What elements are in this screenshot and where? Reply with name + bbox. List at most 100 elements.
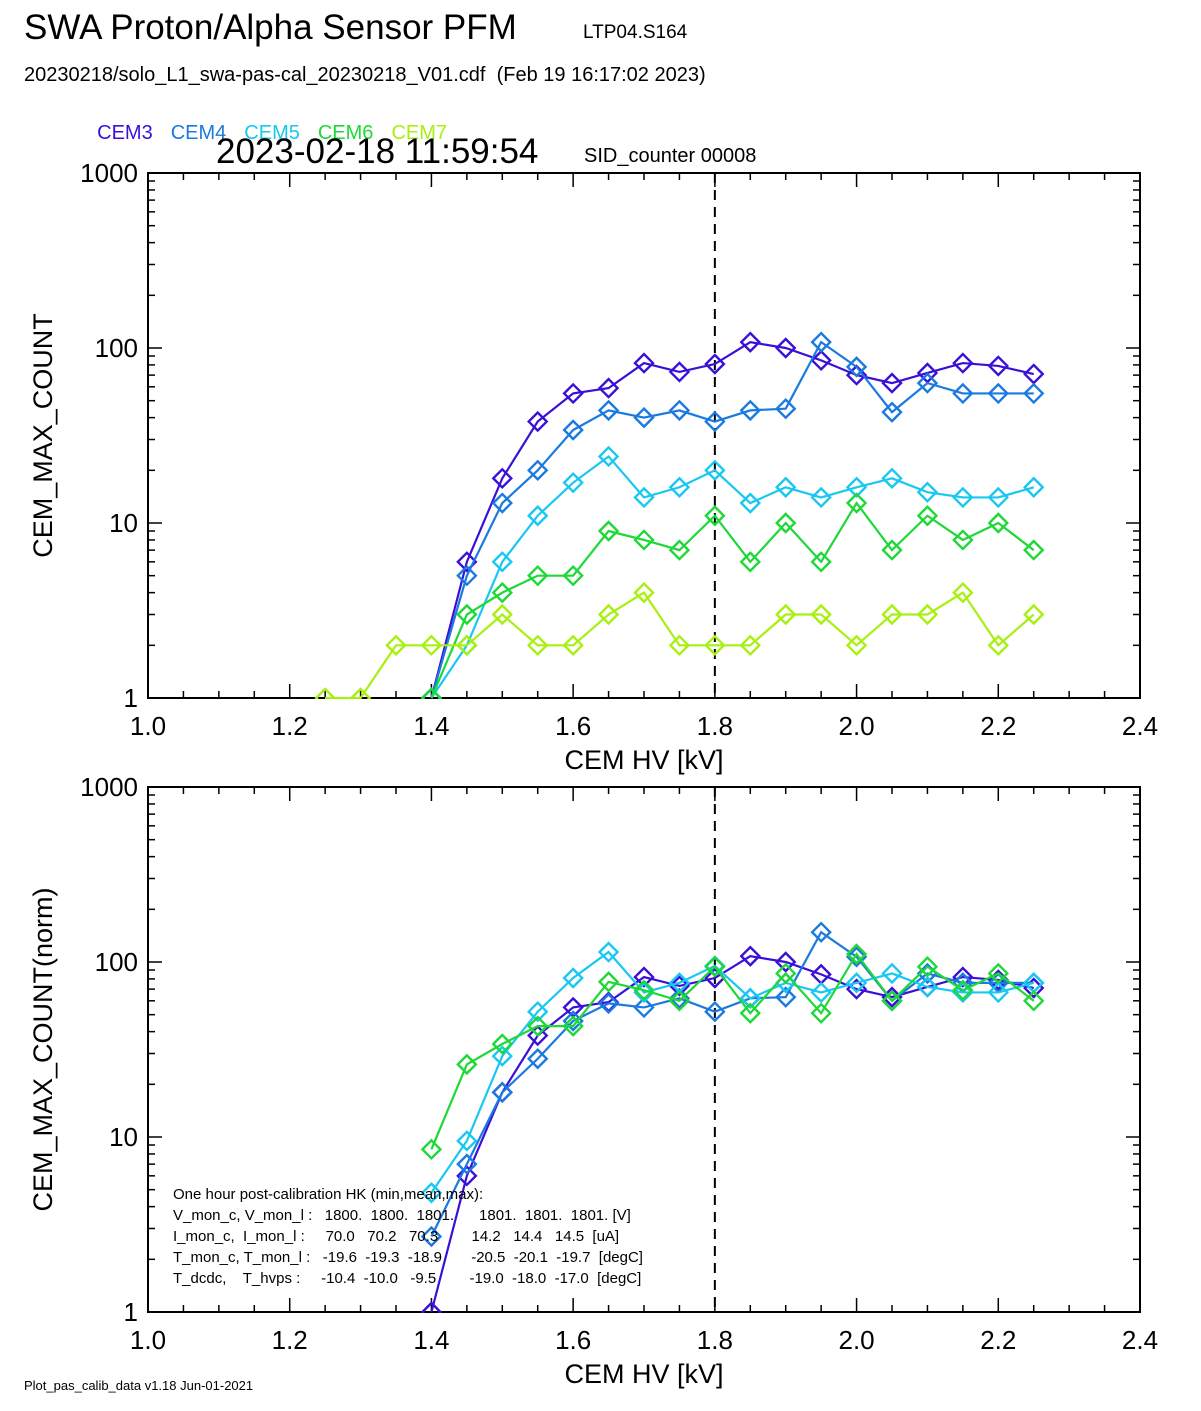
data-point-cem6 bbox=[704, 956, 726, 978]
y-tick-label: 1 bbox=[124, 683, 138, 713]
data-point-cem4 bbox=[704, 410, 726, 433]
series-line-cem6 bbox=[430, 501, 1035, 699]
hk-line: T_mon_c, T_mon_l : -19.6 -19.3 -18.9 -20… bbox=[173, 1249, 643, 1266]
data-point-cem6 bbox=[668, 990, 691, 1012]
data-point-cem3 bbox=[456, 1165, 478, 1187]
data-point-cem6 bbox=[845, 492, 868, 514]
legend-entry-cem6: CEM6 bbox=[317, 122, 374, 144]
data-point-cem6 bbox=[952, 529, 974, 551]
data-point-cem5 bbox=[456, 1130, 478, 1152]
data-point-cem6 bbox=[952, 979, 974, 1001]
data-point-cem6 bbox=[562, 564, 584, 587]
data-point-cem6 bbox=[739, 1002, 761, 1024]
data-point-cem6 bbox=[881, 539, 903, 561]
data-point-cem6 bbox=[916, 505, 939, 527]
data-point-cem6 bbox=[881, 990, 903, 1012]
data-point-cem5 bbox=[916, 976, 939, 998]
plot-frame bbox=[147, 172, 1141, 699]
data-point-cem5 bbox=[810, 486, 832, 509]
data-point-cem6 bbox=[987, 512, 1009, 534]
data-point-cem5 bbox=[597, 445, 620, 468]
x-axis-label: CEM HV [kV] bbox=[564, 745, 723, 775]
data-point-cem3 bbox=[456, 551, 478, 573]
data-point-cem6 bbox=[456, 1053, 478, 1076]
data-point-cem5 bbox=[739, 492, 761, 514]
sid-counter: SID_counter 00008 bbox=[584, 145, 757, 167]
data-point-cem3 bbox=[775, 951, 797, 973]
data-point-cem3 bbox=[633, 352, 655, 374]
data-point-cem7 bbox=[597, 603, 620, 626]
data-point-cem5 bbox=[597, 941, 620, 963]
data-point-cem5 bbox=[775, 476, 797, 498]
data-point-cem7 bbox=[810, 603, 832, 626]
data-point-cem3 bbox=[952, 966, 974, 988]
data-point-cem7 bbox=[633, 581, 655, 604]
data-point-cem6 bbox=[739, 551, 761, 573]
y-tick-label: 100 bbox=[95, 333, 138, 363]
x-tick-label: 1.0 bbox=[130, 711, 166, 741]
data-point-cem5 bbox=[420, 1182, 443, 1204]
data-point-cem4 bbox=[456, 1153, 478, 1175]
data-point-cem4 bbox=[633, 996, 655, 1019]
data-point-cem3 bbox=[739, 331, 761, 353]
y-tick-label: 10 bbox=[109, 508, 138, 538]
legend-entry-cem3: CEM3 bbox=[97, 122, 153, 144]
data-point-cem5 bbox=[845, 972, 868, 994]
data-point-cem5 bbox=[562, 967, 584, 989]
data-point-cem6 bbox=[456, 603, 478, 626]
data-point-cem6 bbox=[916, 956, 939, 978]
data-point-cem4 bbox=[810, 921, 832, 943]
data-point-cem7 bbox=[668, 634, 691, 657]
data-point-cem3 bbox=[491, 467, 513, 490]
data-point-cem3 bbox=[633, 966, 655, 988]
data-point-cem6 bbox=[420, 687, 443, 699]
hk-line: One hour post-calibration HK (min,mean,m… bbox=[173, 1186, 483, 1203]
data-point-cem4 bbox=[881, 401, 903, 423]
data-point-cem6 bbox=[810, 551, 832, 573]
data-point-cem7 bbox=[420, 634, 443, 657]
data-point-cem5 bbox=[527, 505, 549, 527]
data-point-cem4 bbox=[810, 331, 832, 353]
x-tick-label: 2.2 bbox=[980, 1325, 1016, 1355]
data-point-cem4 bbox=[775, 986, 797, 1008]
x-tick-label: 1.2 bbox=[272, 1325, 308, 1355]
data-point-cem7 bbox=[987, 634, 1009, 657]
hk-line: T_dcdc, T_hvps : -10.4 -10.0 -9.5 -19.0 … bbox=[173, 1270, 641, 1287]
data-point-cem5 bbox=[668, 476, 691, 498]
data-point-cem7 bbox=[385, 634, 407, 657]
x-tick-label: 1.0 bbox=[130, 1325, 166, 1355]
data-point-cem7 bbox=[952, 581, 974, 604]
data-point-cem4 bbox=[491, 492, 513, 514]
data-point-cem4 bbox=[668, 399, 691, 422]
data-point-cem6 bbox=[633, 979, 655, 1001]
legend-entry-cem5: CEM5 bbox=[244, 122, 300, 144]
data-point-cem3 bbox=[775, 337, 797, 359]
data-point-cem6 bbox=[704, 505, 726, 527]
y-tick-label: 1 bbox=[124, 1297, 138, 1327]
data-point-cem4 bbox=[633, 406, 655, 429]
y-axis-label: CEM_MAX_COUNT bbox=[28, 313, 58, 558]
data-point-cem5 bbox=[739, 987, 761, 1010]
data-point-cem7 bbox=[845, 634, 868, 657]
data-point-cem6 bbox=[420, 1138, 443, 1161]
x-tick-label: 1.4 bbox=[413, 1325, 449, 1355]
data-point-cem4 bbox=[845, 946, 868, 968]
x-axis-label: CEM HV [kV] bbox=[564, 1359, 723, 1389]
y-tick-label: 1000 bbox=[80, 158, 138, 188]
data-point-cem4 bbox=[845, 356, 868, 378]
data-point-cem4 bbox=[987, 382, 1009, 405]
data-point-cem3 bbox=[562, 382, 584, 405]
data-point-cem3 bbox=[739, 945, 761, 967]
data-point-cem6 bbox=[597, 520, 620, 542]
data-point-cem5 bbox=[952, 981, 974, 1004]
series-line-cem7 bbox=[325, 591, 1035, 699]
timestamp: 2023-02-18 11:59:54 bbox=[216, 132, 539, 171]
series-line-cem5 bbox=[430, 950, 1035, 1194]
x-tick-label: 2.0 bbox=[838, 1325, 874, 1355]
data-point-cem3 bbox=[704, 353, 726, 375]
data-point-cem4 bbox=[527, 459, 549, 482]
x-tick-label: 1.6 bbox=[555, 711, 591, 741]
data-point-cem6 bbox=[1023, 990, 1045, 1012]
data-point-cem4 bbox=[527, 1048, 549, 1070]
data-point-cem5 bbox=[881, 962, 903, 985]
